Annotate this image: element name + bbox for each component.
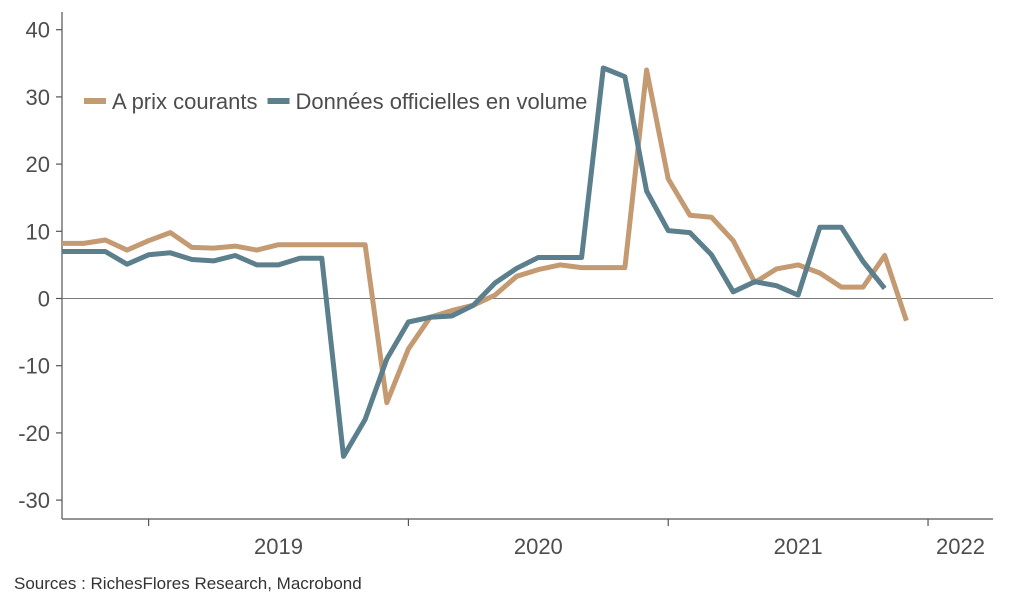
y-tick-label: -20 — [18, 421, 50, 446]
x-tick-label: 2020 — [514, 534, 563, 559]
y-tick-label: 40 — [26, 18, 50, 43]
y-axis: 40 30 20 10 0 -10 -20 -30 — [18, 12, 993, 519]
y-tick-label: -10 — [18, 354, 50, 379]
x-tick-label: 2022 — [936, 534, 985, 559]
source-note: Sources : RichesFlores Research, Macrobo… — [14, 574, 362, 593]
y-tick-label: 20 — [26, 152, 50, 177]
series-line-1 — [62, 67, 909, 406]
x-tick-label: 2021 — [774, 534, 823, 559]
y-tick-label: 10 — [26, 219, 50, 244]
series-lines — [62, 65, 909, 459]
x-axis: 2019 2020 2021 2022 — [62, 518, 993, 559]
legend-label-2: Données officielles en volume — [296, 89, 588, 114]
y-tick-label: 30 — [26, 85, 50, 110]
series-line-2 — [62, 65, 887, 459]
legend-label-1: A prix courants — [112, 89, 258, 114]
y-tick-label: -30 — [18, 488, 50, 513]
y-tick-label: 0 — [38, 287, 50, 312]
x-tick-label: 2019 — [254, 534, 303, 559]
legend: A prix courants Données officielles en vo… — [84, 89, 587, 114]
